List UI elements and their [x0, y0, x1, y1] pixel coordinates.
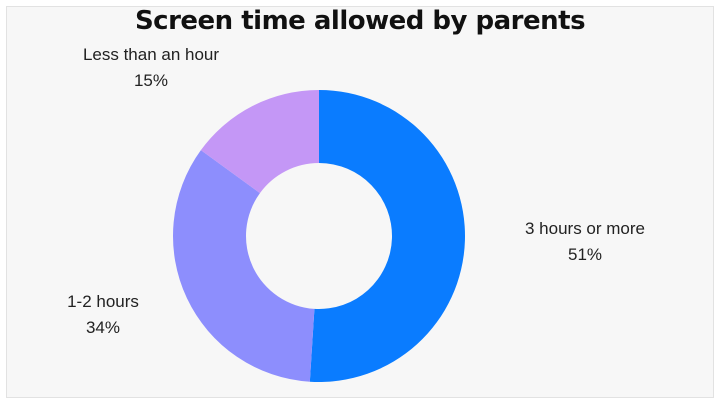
slice-label: 3 hours or more 51%	[525, 216, 645, 268]
chart-title: Screen time allowed by parents	[134, 6, 586, 36]
donut-slice-3-hours-or-more	[309, 90, 465, 383]
slice-value-label: 15%	[133, 71, 169, 90]
donut-slice-1-2-hours	[172, 150, 315, 382]
slice-category-label: 3 hours or more	[525, 219, 645, 238]
donut-slice-less-than-an-hour	[200, 90, 319, 194]
slice-category-label: 1-2 hours	[67, 292, 139, 311]
slice-label: 1-2 hours 34%	[67, 289, 139, 341]
slice-category-label: Less than an hour	[82, 45, 220, 64]
slice-value-label: 34%	[85, 318, 121, 337]
slice-label: Less than an hour 15%	[83, 42, 219, 94]
slice-value-label: 51%	[567, 245, 603, 264]
